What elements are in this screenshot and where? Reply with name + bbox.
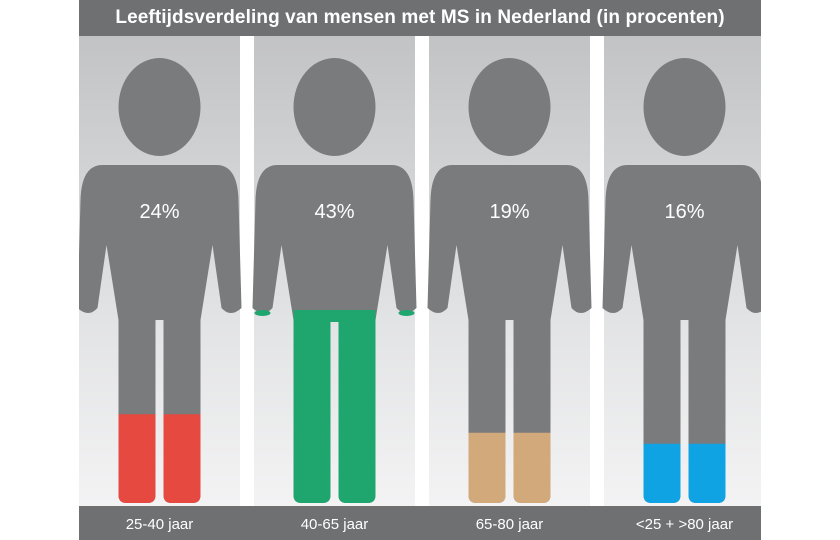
data-label: 19% — [489, 201, 529, 223]
head-shape — [643, 58, 726, 156]
head-shape — [293, 58, 376, 156]
figure-group: 24% 25-40 jaar — [79, 36, 242, 533]
figure-group: 19% 65-80 jaar — [427, 36, 592, 533]
figure-group: 43% 40-65 jaar — [252, 36, 417, 533]
value-bar — [163, 414, 201, 503]
head-shape — [468, 58, 551, 156]
torso-shape — [252, 165, 417, 320]
category-label: <25 + >80 jaar — [636, 516, 733, 533]
value-bar — [338, 318, 376, 503]
category-label-bar — [79, 506, 761, 540]
value-bar — [118, 414, 156, 503]
value-bar — [398, 310, 415, 316]
category-label: 65-80 jaar — [476, 516, 544, 533]
torso-shape — [427, 165, 592, 320]
figure-group: 16% <25 + >80 jaar — [602, 36, 761, 533]
data-label: 16% — [664, 201, 704, 223]
value-bar — [513, 432, 551, 503]
torso-shape — [602, 165, 761, 320]
value-bar — [293, 318, 331, 503]
value-bar — [643, 443, 681, 503]
torso-shape — [79, 165, 242, 320]
data-label: 24% — [139, 201, 179, 223]
value-bar — [254, 310, 271, 316]
chart-title: Leeftijdsverdeling van mensen met MS in … — [115, 7, 725, 28]
title-bar: Leeftijdsverdeling van mensen met MS in … — [79, 0, 761, 36]
head-shape — [118, 58, 201, 156]
value-bar — [688, 443, 726, 503]
value-bar — [468, 432, 506, 503]
infographic: Leeftijdsverdeling van mensen met MS in … — [79, 0, 761, 540]
value-bar — [293, 310, 376, 322]
category-label: 40-65 jaar — [301, 516, 369, 533]
data-label: 43% — [314, 201, 354, 223]
category-label: 25-40 jaar — [126, 516, 194, 533]
